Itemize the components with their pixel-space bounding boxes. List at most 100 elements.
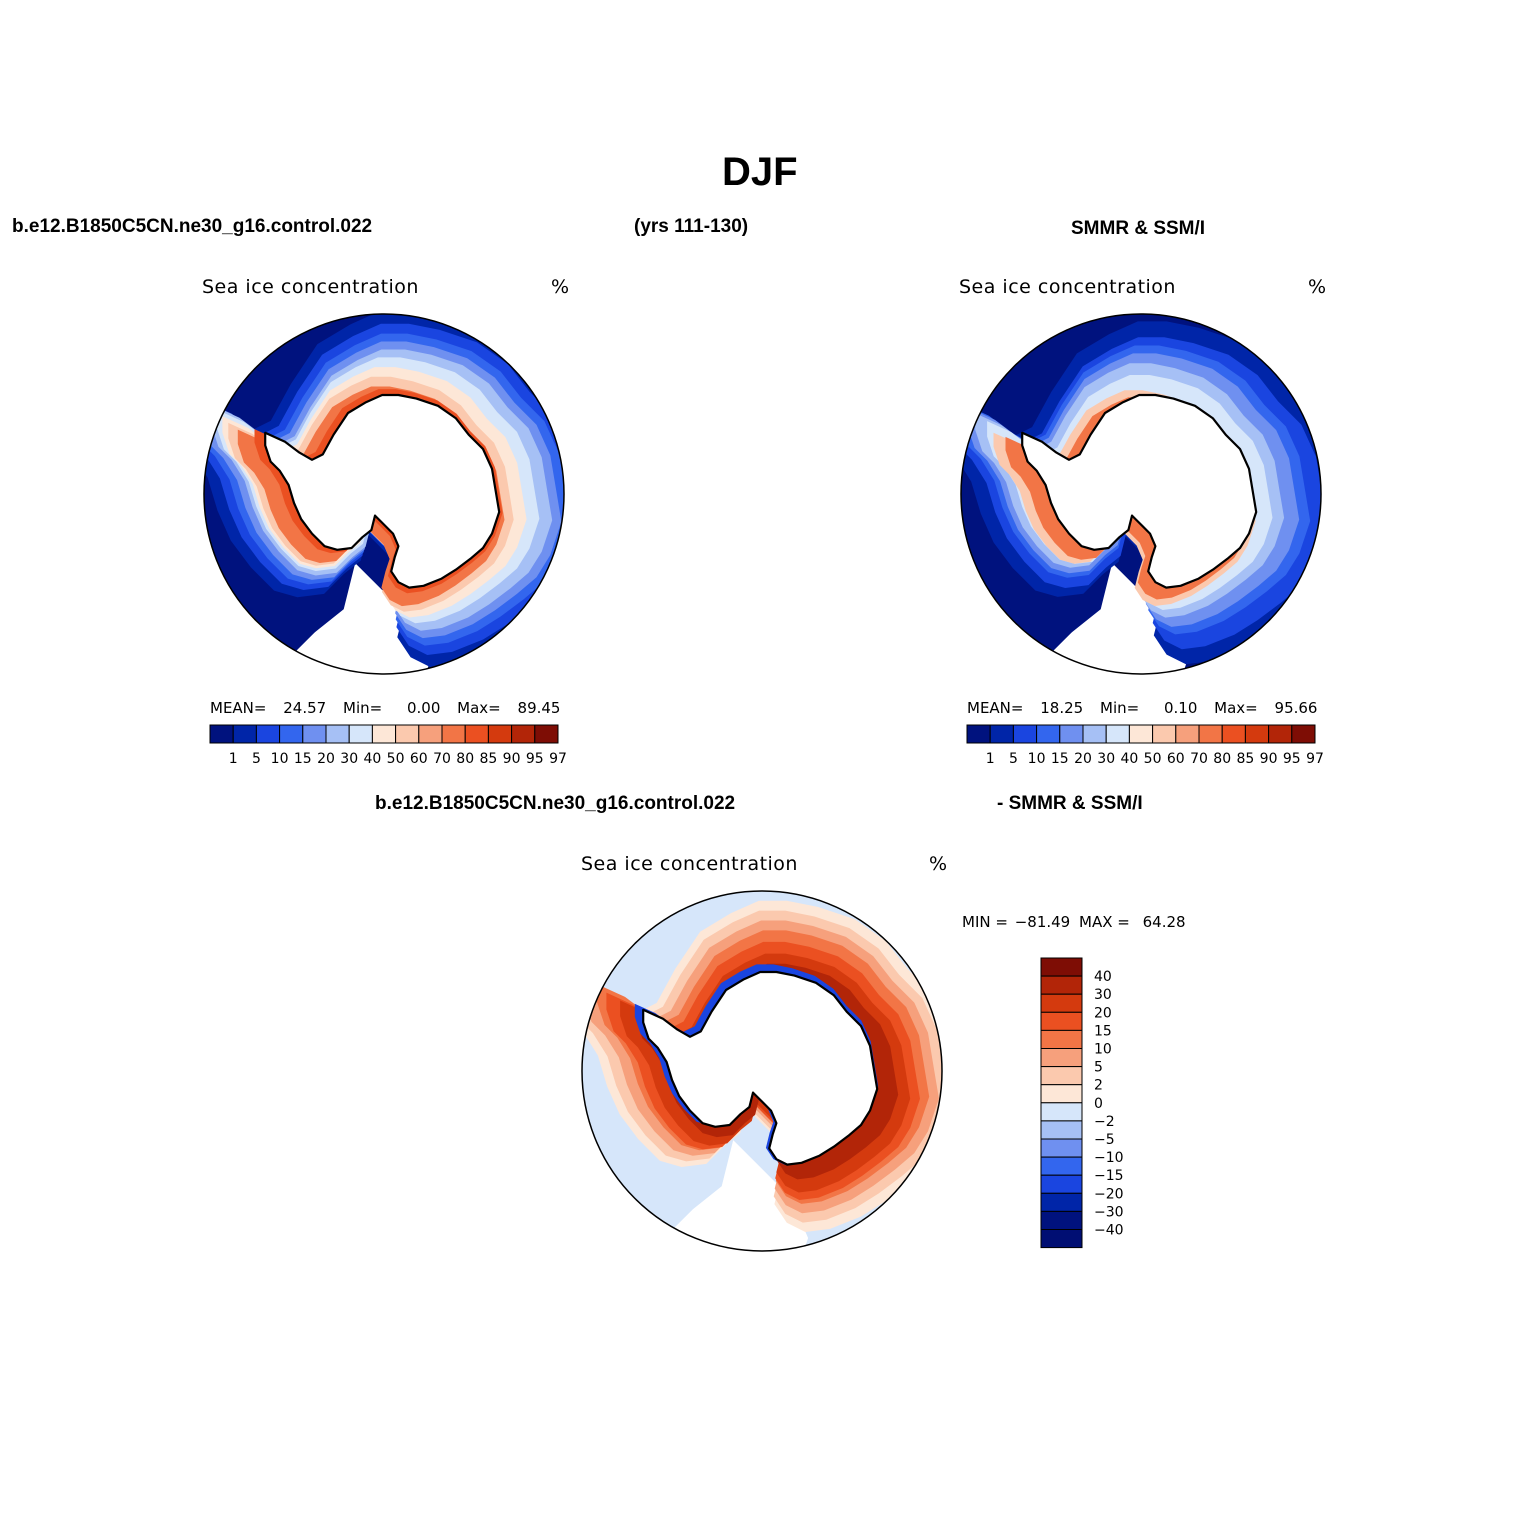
- case-name: b.e12.B1850C5CN.ne30_g16.control.022: [12, 216, 373, 237]
- diff-colorbar-cell: [1040, 1192, 1083, 1212]
- obs-colorbar-cell: [989, 724, 1014, 744]
- obs-colorbar-label: 50: [1144, 751, 1162, 767]
- obs-stats: MEAN= 18.25 Min= 0.10 Max= 95.66: [967, 699, 1317, 717]
- model-min-label: Min=: [343, 699, 383, 717]
- obs-colorbar-label: 85: [1236, 751, 1254, 767]
- obs-colorbar-cell: [1059, 724, 1084, 744]
- model-colorbar-cell: [325, 724, 350, 744]
- model-map-border: [203, 313, 565, 675]
- obs-colorbar-label: 95: [1283, 751, 1301, 767]
- diff-colorbar-label: 40: [1094, 969, 1112, 985]
- obs-colorbar-label: 15: [1051, 751, 1069, 767]
- model-colorbar-cell: [255, 724, 281, 744]
- obs-colorbar-label: 30: [1097, 751, 1115, 767]
- model-colorbar-cell: [511, 724, 536, 744]
- model-colorbar-label: 97: [549, 751, 567, 767]
- model-min: 0.00: [406, 699, 441, 717]
- diff-min: −81.49: [1014, 913, 1071, 931]
- diff-colorbar-cell: [1040, 1048, 1083, 1068]
- obs-colorbar-label: 70: [1190, 751, 1208, 767]
- model-colorbar-label: 50: [387, 751, 405, 767]
- model-colorbar-label: 1: [229, 751, 238, 767]
- model-colorbar-label: 10: [271, 751, 289, 767]
- obs-colorbar-label: 90: [1260, 751, 1278, 767]
- diff-stats: MIN = −81.49 MAX = 64.28: [962, 913, 1186, 931]
- diff-colorbar-label: −30: [1094, 1204, 1124, 1220]
- obs-mean: 18.25: [1040, 699, 1084, 717]
- obs-colorbar: 1 5 10 15 20 30 40 50 60 70 80 85 90 95 97: [966, 724, 1324, 767]
- obs-name: SMMR & SSM/I: [1071, 218, 1206, 239]
- model-colorbar-cell: [209, 724, 234, 744]
- diff-max: 64.28: [1142, 913, 1186, 931]
- diff-map-border: [581, 890, 943, 1252]
- model-mean-label: MEAN=: [210, 699, 267, 717]
- obs-colorbar-label: 80: [1213, 751, 1231, 767]
- model-colorbar-cell: [279, 724, 304, 744]
- model-colorbar-label: 90: [503, 751, 521, 767]
- obs-colorbar-label: 40: [1120, 751, 1138, 767]
- figure-title: DJF: [722, 150, 798, 194]
- obs-colorbar-cell: [1105, 724, 1130, 744]
- obs-colorbar-label: 20: [1074, 751, 1092, 767]
- diff-obs-name: - SMMR & SSM/I: [997, 793, 1143, 814]
- diff-max-label: MAX =: [1079, 913, 1130, 931]
- obs-colorbar-cell: [1268, 724, 1293, 744]
- diff-colorbar-label: −20: [1094, 1186, 1124, 1202]
- diff-colorbar-label: 5: [1094, 1060, 1103, 1076]
- obs-antarctica-outline: [1021, 393, 1258, 589]
- diff-colorbar-cell: [1040, 993, 1083, 1013]
- obs-colorbar-cell: [1221, 724, 1246, 744]
- model-mean: 24.57: [283, 699, 327, 717]
- diff-colorbar-cell: [1040, 1011, 1083, 1031]
- model-colorbar-label: 85: [479, 751, 497, 767]
- obs-colorbar-label: 60: [1167, 751, 1185, 767]
- diff-colorbar-label: −5: [1094, 1132, 1115, 1148]
- model-colorbar-cell: [534, 724, 559, 744]
- model-colorbar-label: 20: [317, 751, 335, 767]
- diff-panel-title: Sea ice concentration: [581, 853, 798, 875]
- model-colorbar-label: 5: [252, 751, 261, 767]
- diff-antarctica-outline: [642, 970, 879, 1166]
- obs-max-label: Max=: [1214, 699, 1258, 717]
- obs-max: 95.66: [1274, 699, 1318, 717]
- diff-colorbar-cell: [1040, 1174, 1083, 1194]
- diff-colorbar-label: 10: [1094, 1042, 1112, 1058]
- diff-panel-units: %: [929, 853, 948, 875]
- model-colorbar-cell: [302, 724, 327, 744]
- model-colorbar-label: 60: [410, 751, 428, 767]
- model-panel-units: %: [551, 276, 570, 298]
- obs-colorbar-cell: [1152, 724, 1177, 744]
- model-colorbar-label: 30: [340, 751, 358, 767]
- diff-case-name: b.e12.B1850C5CN.ne30_g16.control.022: [375, 793, 736, 814]
- diff-colorbar-cell: [1040, 1210, 1083, 1231]
- model-colorbar-cell: [418, 724, 443, 744]
- model-colorbar-cell: [348, 724, 373, 744]
- diff-colorbar-cell: [1040, 1229, 1083, 1249]
- diff-colorbar-cell: [1040, 1066, 1083, 1086]
- obs-colorbar-cell: [1244, 724, 1270, 744]
- obs-colorbar-cell: [1128, 724, 1154, 744]
- diff-colorbar-label: −15: [1094, 1168, 1124, 1184]
- obs-min-label: Min=: [1100, 699, 1140, 717]
- model-max: 89.45: [517, 699, 561, 717]
- model-colorbar-label: 95: [526, 751, 544, 767]
- model-stats: MEAN= 24.57 Min= 0.00 Max= 89.45: [210, 699, 560, 717]
- obs-map: [960, 313, 1322, 675]
- obs-colorbar-cell: [1082, 724, 1107, 744]
- model-colorbar-cell: [371, 724, 397, 744]
- diff-colorbar-cell: [1040, 1102, 1083, 1122]
- obs-panel-title: Sea ice concentration: [959, 276, 1176, 298]
- diff-colorbar-cell: [1040, 1156, 1083, 1176]
- model-colorbar-cell: [441, 724, 466, 744]
- obs-map-border: [960, 313, 1322, 675]
- model-colorbar-label: 70: [433, 751, 451, 767]
- diff-colorbar-label: 15: [1094, 1023, 1112, 1039]
- model-antarctica-outline: [264, 393, 501, 589]
- model-panel-title: Sea ice concentration: [202, 276, 419, 298]
- model-colorbar: 1 5 10 15 20 30 40 50 60 70 80 85 90 95 97: [209, 724, 567, 767]
- obs-colorbar-cell: [1198, 724, 1223, 744]
- model-colorbar-label: 40: [363, 751, 381, 767]
- diff-colorbar-label: 30: [1094, 987, 1112, 1003]
